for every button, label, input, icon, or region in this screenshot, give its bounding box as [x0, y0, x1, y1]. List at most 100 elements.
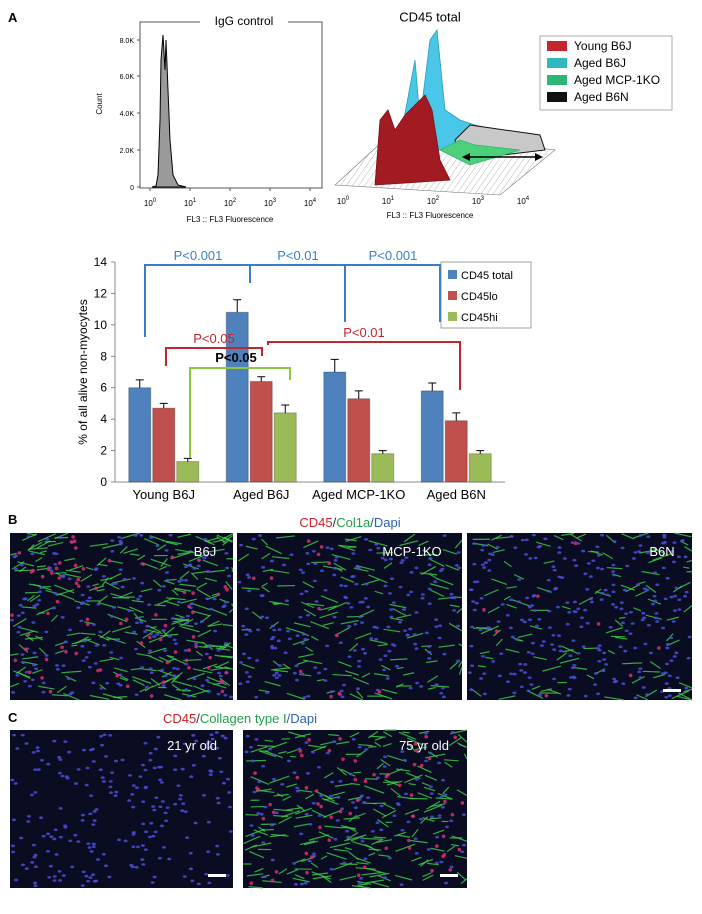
- nucleus: [330, 548, 334, 551]
- nucleus: [223, 694, 227, 697]
- fiber: [54, 573, 66, 574]
- nucleus: [224, 552, 228, 555]
- nucleus: [254, 696, 258, 699]
- nucleus: [295, 787, 299, 790]
- x-tick-label: Aged B6N: [427, 487, 486, 502]
- cd45-cell: [187, 648, 191, 652]
- nucleus: [132, 577, 136, 580]
- nucleus: [457, 551, 461, 554]
- cd45-cell: [384, 847, 388, 851]
- nucleus: [358, 882, 362, 885]
- nucleus: [26, 820, 30, 823]
- nucleus: [63, 826, 67, 829]
- nucleus: [413, 633, 417, 636]
- nucleus: [557, 551, 561, 554]
- nucleus: [443, 793, 447, 796]
- nucleus: [201, 684, 205, 687]
- nucleus: [600, 592, 604, 595]
- nucleus: [217, 802, 221, 805]
- nucleus: [27, 535, 31, 538]
- nucleus: [173, 803, 177, 806]
- nucleus: [430, 815, 434, 818]
- nucleus: [440, 568, 444, 571]
- cd45-cell: [536, 594, 540, 598]
- nucleus: [521, 539, 525, 542]
- nucleus: [92, 843, 96, 846]
- nucleus: [114, 582, 118, 585]
- nucleus: [356, 687, 360, 690]
- nucleus: [620, 601, 624, 604]
- nucleus: [151, 881, 155, 884]
- image-label: 75 yr old: [399, 738, 449, 753]
- nucleus: [547, 579, 551, 582]
- cd45-cell: [271, 879, 275, 883]
- nucleus: [438, 814, 442, 817]
- nucleus: [323, 668, 327, 671]
- nucleus: [135, 621, 139, 624]
- nucleus: [153, 876, 157, 879]
- nucleus: [441, 779, 445, 782]
- nucleus: [217, 672, 221, 675]
- nucleus: [217, 693, 221, 696]
- nucleus: [164, 675, 168, 678]
- nucleus: [229, 696, 233, 699]
- nucleus: [15, 747, 19, 750]
- nucleus: [194, 822, 198, 825]
- nucleus: [415, 647, 419, 650]
- nucleus: [224, 737, 228, 740]
- nucleus: [208, 646, 212, 649]
- nucleus: [681, 539, 685, 542]
- nucleus: [12, 556, 16, 559]
- nucleus: [139, 534, 143, 537]
- nucleus: [435, 683, 439, 686]
- nucleus: [42, 682, 46, 685]
- nucleus: [229, 830, 233, 833]
- nucleus: [306, 563, 310, 566]
- nucleus: [429, 785, 433, 788]
- nucleus: [548, 626, 552, 629]
- nucleus: [299, 568, 303, 571]
- nucleus: [82, 870, 86, 873]
- nucleus: [378, 658, 382, 661]
- nucleus: [164, 819, 168, 822]
- nucleus: [654, 612, 658, 615]
- nucleus: [58, 758, 62, 761]
- nucleus: [272, 778, 276, 781]
- nucleus: [226, 778, 230, 781]
- nucleus: [73, 834, 77, 837]
- nucleus: [676, 676, 680, 679]
- nucleus: [15, 674, 19, 677]
- nucleus: [450, 593, 454, 596]
- nucleus: [574, 610, 578, 613]
- nucleus: [260, 615, 264, 618]
- nucleus: [251, 760, 255, 763]
- nucleus: [119, 568, 123, 571]
- nucleus: [399, 586, 403, 589]
- nucleus: [305, 813, 309, 816]
- nucleus: [452, 609, 456, 612]
- cd45-cell: [250, 882, 254, 886]
- fiber: [362, 839, 382, 840]
- nucleus: [633, 647, 637, 650]
- cd45-cell: [413, 763, 417, 767]
- nucleus: [332, 574, 336, 577]
- nucleus: [604, 663, 608, 666]
- y-axis-label: Count: [95, 93, 104, 115]
- cd45-cell: [140, 641, 144, 645]
- nucleus: [164, 812, 168, 815]
- cd45-cell: [307, 738, 311, 742]
- nucleus: [67, 677, 71, 680]
- cd45-cell: [197, 558, 201, 562]
- nucleus: [683, 595, 687, 598]
- nucleus: [568, 688, 572, 691]
- nucleus: [90, 850, 94, 853]
- cd45-cell: [185, 659, 189, 663]
- nucleus: [614, 680, 618, 683]
- nucleus: [511, 636, 515, 639]
- nucleus: [21, 612, 25, 615]
- nucleus: [262, 876, 266, 879]
- nucleus: [226, 874, 230, 877]
- nucleus: [572, 664, 576, 667]
- nucleus: [480, 597, 484, 600]
